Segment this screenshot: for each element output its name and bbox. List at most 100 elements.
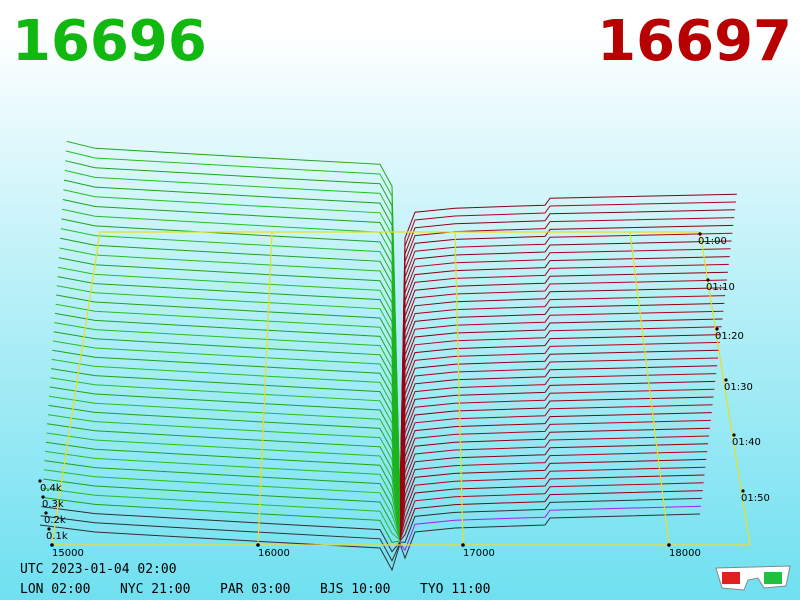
- price-dot: [461, 543, 465, 547]
- ask-curve: [399, 490, 703, 542]
- ask-curve: [399, 310, 724, 519]
- depth-dot: [41, 495, 45, 499]
- time-label: 01:30: [724, 382, 753, 393]
- ask-curve: [399, 287, 727, 516]
- price-label: 18000: [669, 548, 701, 559]
- time-label: 01:40: [732, 437, 761, 448]
- bid-curve: [47, 423, 401, 534]
- ask-curve: [399, 279, 728, 515]
- glasses-icon: [715, 565, 791, 591]
- ask-curve: [399, 357, 719, 525]
- time-dot: [724, 378, 728, 382]
- price-dot: [256, 543, 260, 547]
- ask-curve: [399, 193, 737, 504]
- depth-curves: [38, 140, 751, 572]
- ask-curve: [399, 443, 709, 536]
- ask-curve: [399, 263, 729, 513]
- bid-curve: [50, 368, 401, 528]
- bid-curve: [46, 432, 401, 535]
- city-time: BJS 10:00: [320, 582, 390, 597]
- ask-curve: [399, 458, 707, 538]
- ask-curve: [399, 373, 717, 527]
- ask-curve: [399, 497, 702, 543]
- time-dot: [698, 232, 702, 236]
- bid-price: 16696: [12, 9, 207, 74]
- ask-curve: [399, 482, 704, 541]
- time-dot: [715, 327, 719, 331]
- time-dot: [706, 278, 710, 282]
- ask-curve: [399, 341, 720, 523]
- ask-curve: [399, 505, 701, 552]
- bid-curve: [42, 487, 401, 541]
- ask-curve: [399, 334, 721, 522]
- ask-curve: [399, 271, 728, 514]
- price-dot: [667, 543, 671, 547]
- frame-line: [454, 231, 464, 546]
- bid-curve: [49, 395, 401, 531]
- bid-curve: [50, 377, 401, 529]
- bid-curve: [51, 358, 401, 527]
- bid-curve: [47, 414, 401, 533]
- ask-curve: [399, 427, 710, 534]
- depth-label: 0.3k: [42, 499, 64, 510]
- bid-curve: [40, 515, 401, 562]
- ask-curve: [399, 435, 710, 535]
- bid-curve: [45, 441, 401, 536]
- bid-curve: [52, 349, 401, 526]
- frame-line: [699, 231, 751, 546]
- utc-time: UTC 2023-01-04 02:00: [20, 562, 177, 577]
- price-label: 17000: [463, 548, 495, 559]
- ask-curve: [399, 248, 731, 511]
- price-label: 15000: [52, 548, 84, 559]
- city-time: NYC 21:00: [120, 582, 190, 597]
- ask-curve: [399, 396, 714, 530]
- frame-line: [51, 231, 101, 546]
- bid-curve: [43, 478, 401, 540]
- ask-curve: [399, 404, 713, 531]
- ask-curve: [399, 295, 726, 517]
- ask-curve: [399, 466, 706, 539]
- ask-curve: [399, 209, 736, 506]
- ask-curve: [399, 388, 715, 529]
- city-time: PAR 03:00: [220, 582, 290, 597]
- depth-dot: [38, 479, 42, 483]
- depth-label: 0.2k: [44, 515, 66, 526]
- bid-curve: [45, 450, 401, 537]
- frame-line: [257, 231, 273, 546]
- ask-curve: [399, 513, 701, 560]
- ask-curve: [399, 451, 708, 537]
- ask-curve: [399, 380, 716, 528]
- price-dot: [50, 543, 54, 547]
- depth-dot: [47, 527, 51, 531]
- ask-curve: [399, 474, 705, 540]
- time-dot: [732, 433, 736, 437]
- ask-curve: [399, 349, 719, 524]
- bid-curve: [43, 469, 401, 539]
- bid-curve: [41, 496, 401, 543]
- depth-label: 0.4k: [40, 483, 62, 494]
- city-time: LON 02:00: [20, 582, 90, 597]
- time-label: 01:00: [698, 236, 727, 247]
- time-dot: [741, 489, 745, 493]
- bid-curve: [41, 506, 401, 553]
- time-label: 01:10: [706, 282, 735, 293]
- depth-dot: [44, 511, 48, 515]
- time-label: 01:20: [715, 331, 744, 342]
- ask-curve: [399, 256, 730, 512]
- ask-curve: [399, 365, 718, 526]
- frame-line: [629, 231, 670, 546]
- ask-price: 16697: [597, 9, 792, 74]
- ask-curve: [399, 201, 737, 505]
- ask-curve: [399, 318, 723, 520]
- ask-curve: [399, 412, 712, 532]
- price-label: 16000: [258, 548, 290, 559]
- bid-curve: [44, 460, 401, 538]
- ask-curve: [399, 326, 722, 521]
- ask-curve: [399, 419, 711, 533]
- city-time: TYO 11:00: [420, 582, 490, 597]
- ask-curve: [399, 302, 725, 518]
- time-label: 01:50: [741, 493, 770, 504]
- bid-curve: [49, 386, 401, 530]
